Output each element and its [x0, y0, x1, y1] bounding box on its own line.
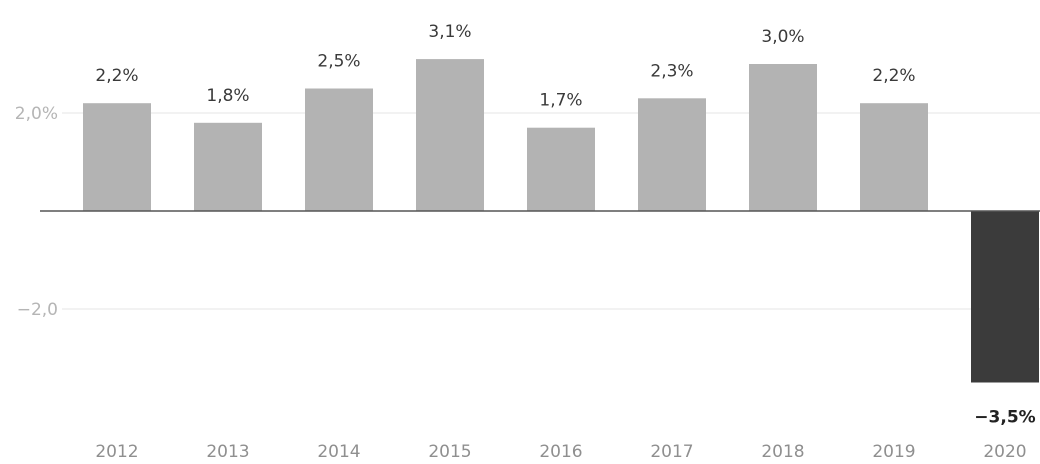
x-tick-label: 2014 [317, 442, 360, 462]
bar-2013 [194, 122, 262, 211]
x-tick-label: 2018 [761, 442, 804, 462]
data-label: 2,3% [650, 61, 693, 81]
y-tick-label: 2,0% [15, 104, 58, 124]
bar-2019 [860, 103, 928, 211]
data-label: 2,2% [95, 66, 138, 86]
bar-2017 [638, 98, 706, 211]
data-label: 1,7% [539, 91, 582, 111]
bar-2014 [305, 88, 373, 211]
y-tick-label: −2,0 [17, 300, 58, 320]
data-label: −3,5% [974, 408, 1035, 428]
data-label: 2,2% [872, 66, 915, 86]
y-axis-ticks: 2,0% −2,0 [15, 104, 58, 320]
data-label: 2,5% [317, 52, 360, 72]
bar-2012 [83, 103, 151, 211]
x-tick-label: 2015 [428, 442, 471, 462]
x-axis-categories: 2012 2013 2014 2015 2016 2017 2018 2019 2020 [95, 442, 1026, 462]
data-labels: 2,2% 1,8% 2,5% 3,1% 1,7% 2,3% 3,0% 2,2% −3,5% [95, 22, 1035, 427]
x-tick-label: 2019 [872, 442, 915, 462]
x-tick-label: 2013 [206, 442, 249, 462]
x-tick-label: 2017 [650, 442, 693, 462]
data-label: 1,8% [206, 86, 249, 106]
bar-2018 [749, 64, 817, 211]
data-label: 3,0% [761, 27, 804, 47]
x-tick-label: 2012 [95, 442, 138, 462]
bar-2020 [971, 211, 1039, 383]
bars [83, 59, 1039, 383]
data-label: 3,1% [428, 22, 471, 42]
x-tick-label: 2020 [983, 442, 1026, 462]
x-tick-label: 2016 [539, 442, 582, 462]
bar-2015 [416, 59, 484, 211]
bar-2016 [527, 127, 595, 211]
